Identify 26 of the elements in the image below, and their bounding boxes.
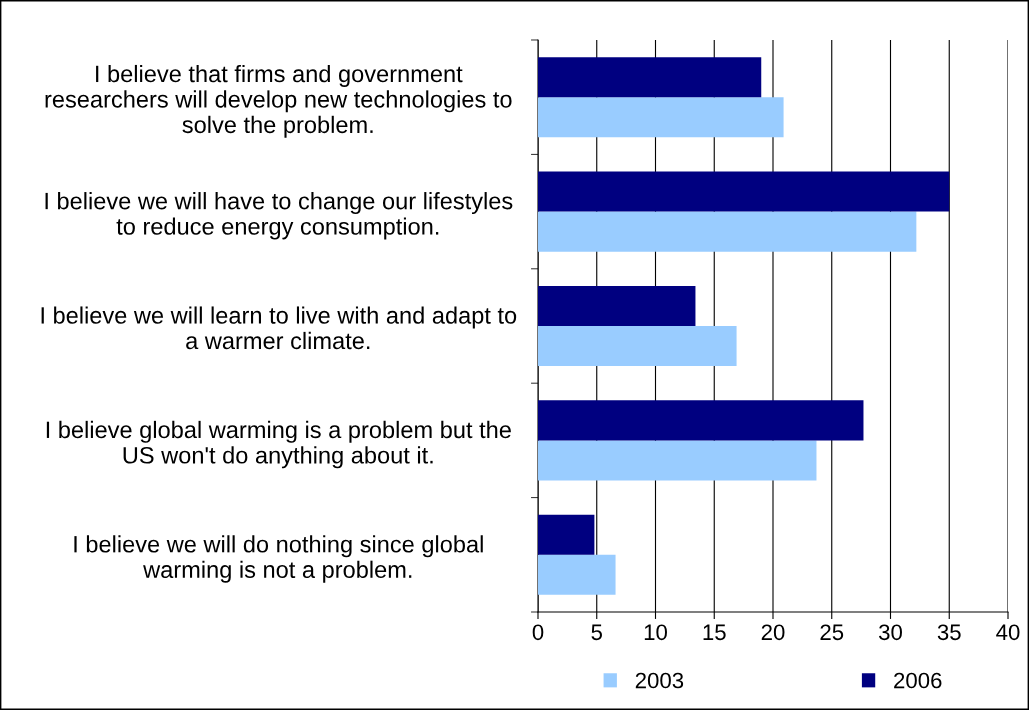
- bar: [538, 514, 595, 555]
- bar: [538, 171, 950, 212]
- bar: [538, 211, 917, 252]
- bar: [538, 285, 696, 326]
- y-tick-label: I believe we will have to change our lifestyles to reduce energy consumption.: [45, 192, 513, 240]
- legend-label: 2003: [635, 672, 684, 689]
- x-tick-label: 0: [532, 624, 544, 641]
- x-tick-label: 5: [591, 624, 602, 641]
- x-tick-label: 20: [761, 624, 785, 641]
- y-tick-label: I believe global warming is a problem but the US won't do anything about it.: [46, 420, 511, 469]
- bar: [538, 440, 817, 481]
- x-tick-label: 25: [820, 624, 844, 641]
- bar: [538, 326, 737, 367]
- y-tick-label: I believe we will learn to live with and adapt to a warmer climate.: [41, 306, 517, 350]
- x-tick-label: 30: [878, 624, 902, 641]
- y-tick-label: I believe that firms and government researchers will develop new technologies to solve the problem.: [45, 64, 512, 138]
- y-tick-label: I believe we will do nothing since global warming is not a problem.: [74, 535, 483, 583]
- x-tick-label: 15: [703, 624, 726, 641]
- x-tick-label: 40: [996, 624, 1020, 641]
- bar: [538, 97, 784, 138]
- bar: [538, 400, 864, 441]
- x-tick-label: 10: [644, 624, 667, 641]
- x-tick-label: 35: [937, 624, 961, 641]
- legend-label: 2006: [894, 672, 942, 689]
- bar: [538, 554, 616, 595]
- bar: [538, 57, 762, 98]
